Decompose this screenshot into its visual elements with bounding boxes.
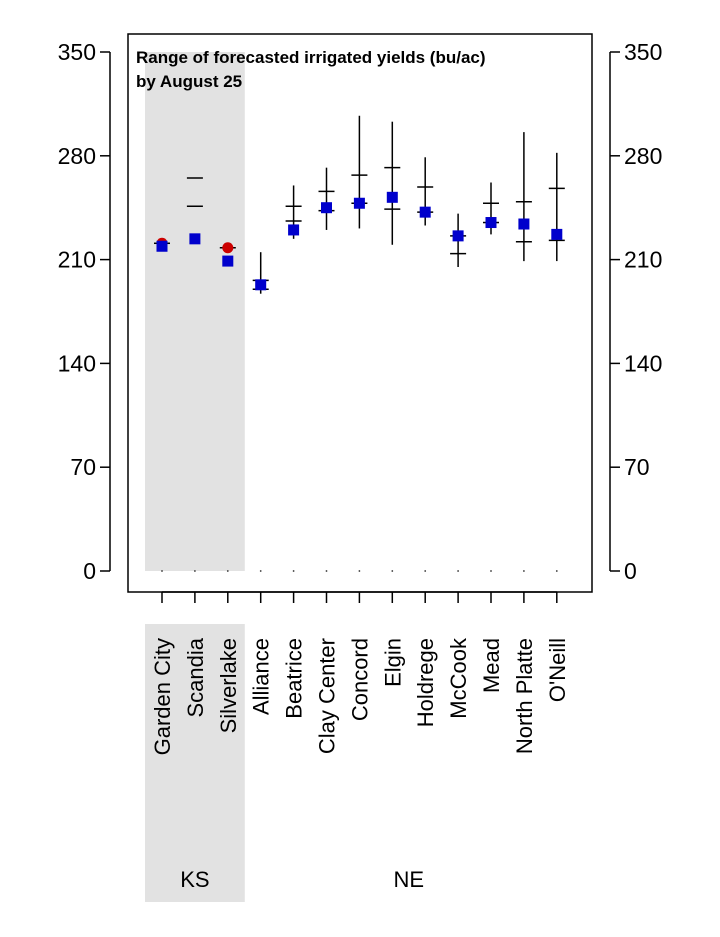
forecast-yield-point	[255, 279, 267, 291]
site-label: Mead	[479, 638, 504, 693]
zero-baseline-dot	[555, 570, 558, 572]
right-y-tick-label: 280	[624, 143, 662, 169]
site-label: Silverlake	[216, 638, 241, 733]
yield-points	[156, 191, 563, 291]
site-label: North Platte	[512, 638, 537, 754]
forecast-yield-point	[321, 202, 332, 214]
forecast-yield-point	[419, 206, 431, 218]
left-y-tick-label: 350	[58, 39, 96, 65]
left-y-tick-label: 280	[58, 143, 96, 169]
state-label: KS	[180, 867, 209, 892]
zero-baseline-dot	[424, 570, 427, 572]
left-y-tick-label: 0	[83, 558, 96, 584]
site-label: Beatrice	[282, 638, 307, 719]
right-y-tick-label: 140	[624, 350, 662, 376]
right-y-tick-label: 70	[624, 454, 650, 480]
chart-title-line-2: by August 25	[136, 72, 242, 91]
ks-label-shade	[145, 624, 245, 902]
site-labels: Garden City Scandia Silverlake Alliance Beat…	[150, 637, 570, 755]
left-y-axis: 0 70 140 210 280 350	[58, 39, 111, 584]
forecast-yield-point	[189, 233, 201, 245]
kansas-shaded-region	[145, 52, 245, 902]
right-y-tick-label: 0	[624, 558, 637, 584]
site-label: Holdrege	[413, 638, 438, 727]
state-labels: KS NE	[180, 867, 424, 892]
forecast-yield-point	[288, 224, 300, 236]
right-y-axis: 0 70 140 210 280 350	[609, 39, 662, 584]
zero-baseline-dot	[523, 570, 525, 572]
zero-baseline-dot	[358, 570, 361, 572]
zero-baseline-dot	[226, 570, 229, 572]
forecast-yield-point	[156, 240, 168, 252]
site-label: Clay Center	[315, 638, 340, 754]
forecast-yield-point	[518, 218, 530, 230]
forecast-yield-point	[353, 197, 365, 209]
forecast-yield-point	[222, 255, 234, 267]
zero-baseline-dot	[325, 570, 328, 572]
right-y-tick-label: 210	[624, 247, 662, 273]
ks-plot-shade	[145, 52, 245, 571]
left-y-tick-label: 210	[58, 247, 96, 273]
zero-baseline-dot	[161, 570, 163, 572]
state-label: NE	[393, 867, 424, 892]
observed-yield-point	[222, 242, 234, 254]
right-y-tick-label: 350	[624, 39, 662, 65]
site-label: Elgin	[380, 638, 405, 687]
site-label: O'Neill	[545, 638, 570, 702]
zero-baseline-dot	[259, 570, 262, 572]
left-y-tick-label: 70	[70, 454, 96, 480]
site-label: Garden City	[150, 638, 175, 755]
zero-baseline-dot	[391, 570, 394, 572]
site-label: Concord	[347, 638, 372, 721]
forecast-yield-point	[386, 191, 398, 203]
x-axis	[161, 570, 558, 603]
zero-baseline-dot	[490, 570, 492, 572]
site-label: Scandia	[183, 637, 208, 717]
zero-baseline-dot	[292, 570, 295, 572]
forecast-yield-point	[452, 230, 464, 242]
forecast-yield-point	[551, 228, 563, 240]
zero-baseline-dot	[457, 570, 459, 572]
site-label: McCook	[446, 637, 471, 719]
site-label: Alliance	[249, 638, 274, 715]
zero-baseline-dot	[194, 570, 196, 572]
forecast-yield-point	[485, 217, 497, 229]
chart-title-line-1: Range of forecasted irrigated yields (bu…	[136, 48, 486, 67]
left-y-tick-label: 140	[58, 350, 96, 376]
